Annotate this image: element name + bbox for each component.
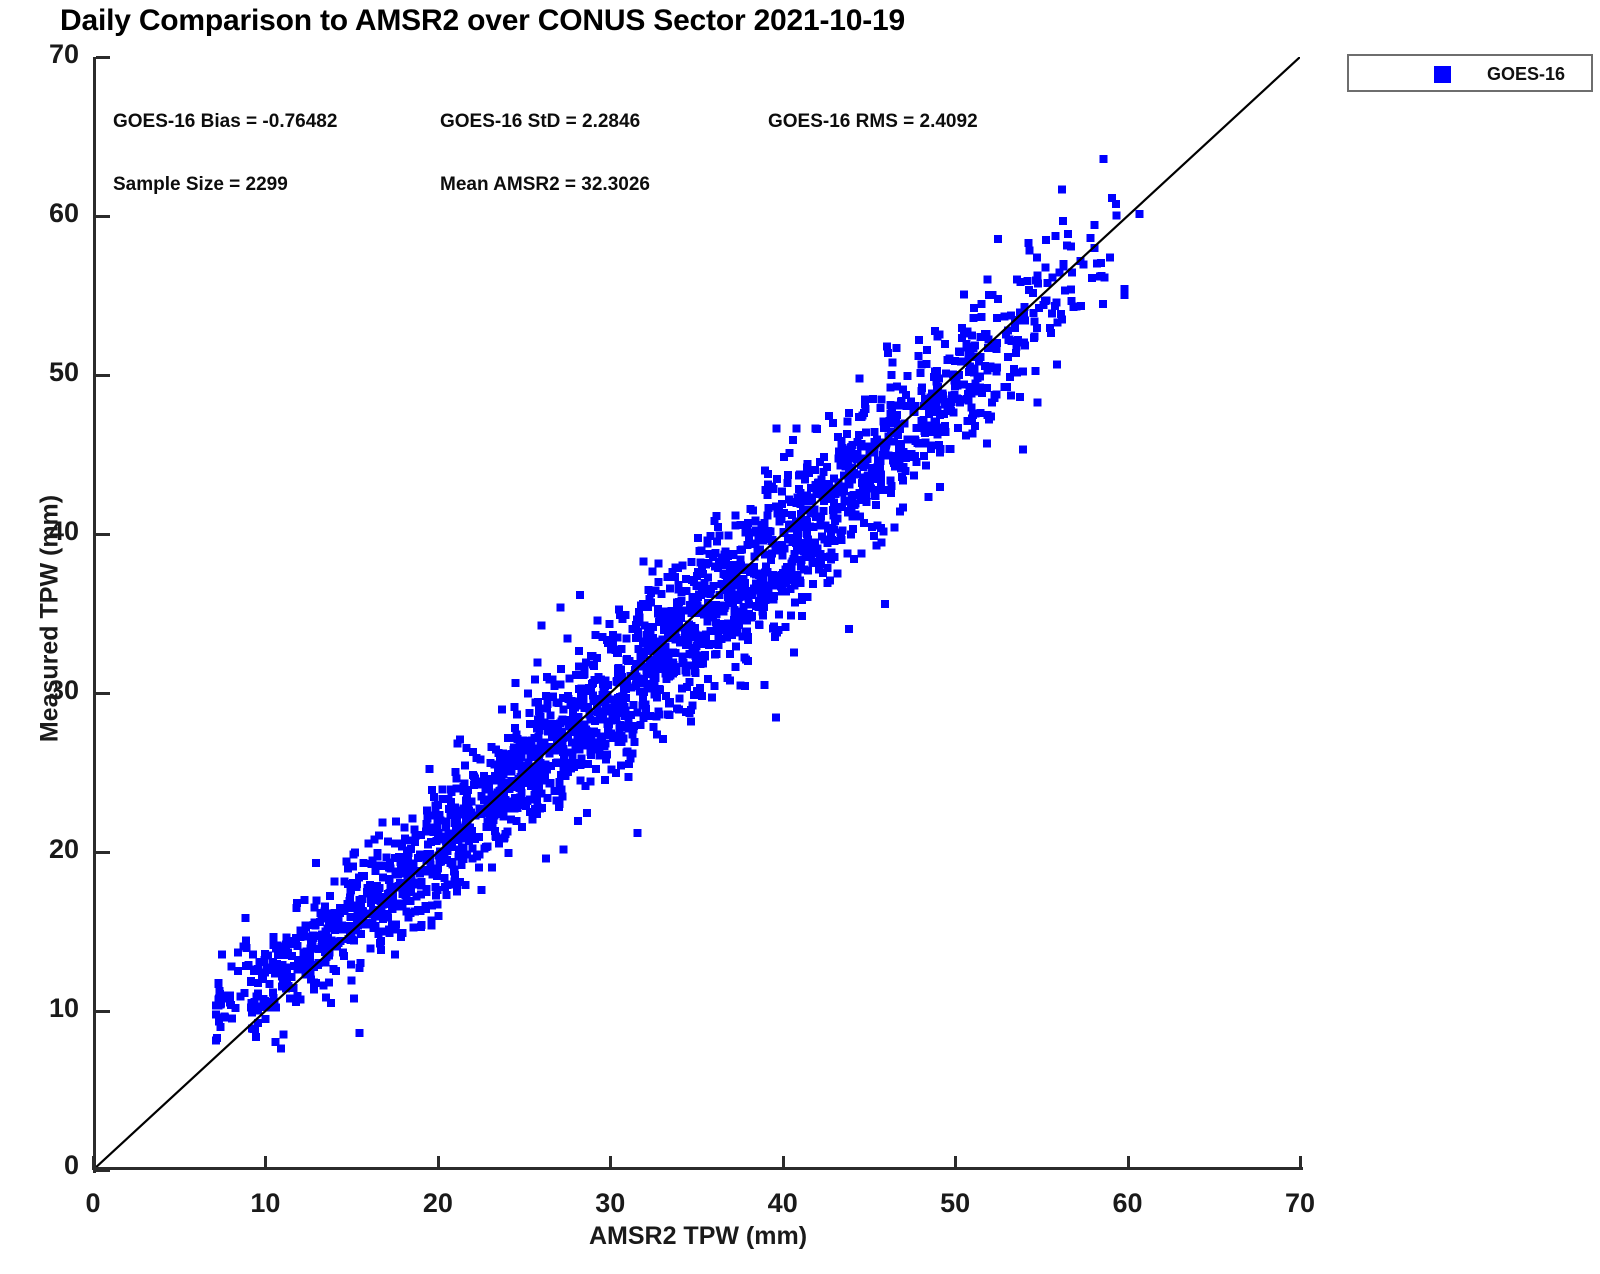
x-tick-mark — [264, 1156, 268, 1170]
annotation-mean-amsr2: Mean AMSR2 = 32.3026 — [440, 174, 650, 195]
y-tick-mark — [96, 533, 110, 536]
x-tick-label: 50 — [940, 1188, 971, 1218]
x-tick-mark — [954, 1156, 958, 1170]
y-axis-spine — [93, 57, 96, 1173]
x-tick-mark — [781, 1156, 785, 1170]
data-points-layer — [211, 154, 1144, 1053]
x-tick-mark — [436, 1156, 440, 1170]
x-axis-spine — [93, 1167, 1303, 1170]
y-tick-mark — [96, 374, 110, 377]
x-tick-label: 0 — [85, 1188, 101, 1218]
legend: GOES-16 — [1347, 54, 1593, 92]
y-tick-label: 40 — [48, 516, 79, 546]
x-tick-label: 10 — [250, 1188, 281, 1218]
x-axis-label: AMSR2 TPW (mm) — [588, 1222, 808, 1250]
x-tick-mark — [609, 1156, 613, 1170]
annotation-bias: GOES-16 Bias = -0.76482 — [113, 111, 338, 132]
y-axis-label: Measured TPW (mm) — [35, 494, 64, 743]
x-tick-label: 20 — [422, 1188, 453, 1218]
y-tick-label: 70 — [48, 39, 79, 69]
one-to-one-reference-line — [93, 57, 1300, 1170]
y-tick-mark — [96, 1010, 110, 1013]
x-tick-label: 30 — [595, 1188, 626, 1218]
legend-label-goes-16: GOES-16 — [1486, 64, 1566, 84]
y-tick-mark — [96, 692, 110, 695]
annotation-std: GOES-16 StD = 2.2846 — [440, 111, 641, 132]
annotation-sample-size: Sample Size = 2299 — [113, 174, 288, 195]
y-tick-label: 0 — [63, 1150, 79, 1180]
x-tick-mark — [1126, 1156, 1130, 1170]
y-tick-mark — [96, 851, 110, 854]
legend-marker-goes-16 — [1434, 66, 1451, 83]
y-tick-mark — [96, 215, 110, 218]
x-tick-mark — [92, 1156, 95, 1170]
scatter-canvas — [93, 57, 1300, 1170]
plot-area — [93, 57, 1300, 1170]
y-tick-label: 60 — [48, 198, 79, 228]
x-tick-mark — [1299, 1156, 1302, 1170]
x-tick-label: 60 — [1112, 1188, 1143, 1218]
y-tick-label: 20 — [48, 834, 79, 864]
y-tick-label: 10 — [48, 993, 79, 1023]
y-tick-label: 50 — [48, 357, 79, 387]
page-title: Daily Comparison to AMSR2 over CONUS Sec… — [60, 4, 906, 37]
y-tick-mark — [96, 56, 110, 59]
x-tick-label: 70 — [1284, 1188, 1316, 1218]
annotation-rms: GOES-16 RMS = 2.4092 — [768, 111, 978, 132]
x-tick-label: 40 — [767, 1188, 798, 1218]
y-tick-mark — [96, 1169, 110, 1172]
y-tick-label: 30 — [48, 675, 79, 705]
